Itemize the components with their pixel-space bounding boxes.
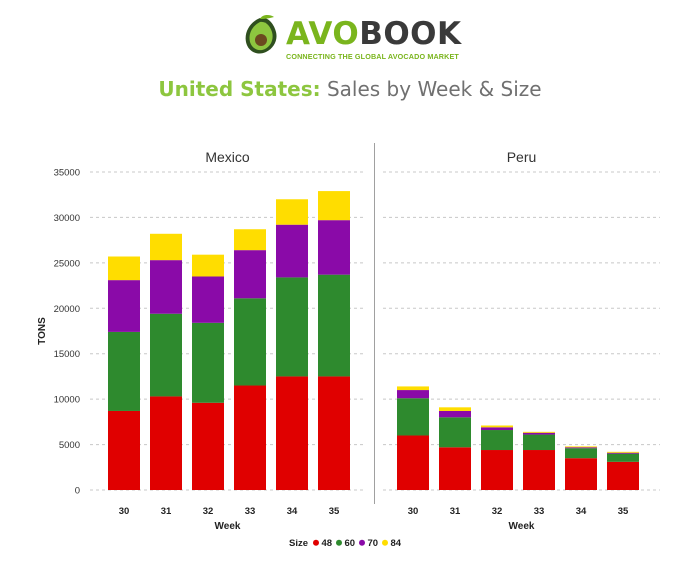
brand-wordmark: AVOBOOK xyxy=(286,17,462,51)
bar-segment xyxy=(439,447,471,490)
bar-segment xyxy=(150,396,182,490)
bar-segment xyxy=(565,446,597,448)
bar-segment xyxy=(192,402,224,490)
y-tick-label: 10000 xyxy=(54,395,80,406)
x-tick-label: 31 xyxy=(450,506,461,517)
bar-segment xyxy=(481,430,513,451)
bar-segment xyxy=(276,277,308,377)
brand-name-book: BOOK xyxy=(359,16,462,52)
bar-segment xyxy=(481,425,513,428)
legend-label: 60 xyxy=(345,538,356,549)
x-tick-label: 34 xyxy=(576,506,587,517)
bar-segment xyxy=(439,407,471,411)
x-tick-label: 32 xyxy=(203,506,214,517)
brand-tagline: CONNECTING THE GLOBAL AVOCADO MARKET xyxy=(286,52,459,61)
legend-swatch xyxy=(359,539,365,546)
panel-title: Mexico xyxy=(205,149,250,165)
bar-segment xyxy=(108,331,140,411)
panel-title: Peru xyxy=(507,149,537,165)
bar-segment xyxy=(318,191,350,221)
y-tick-label: 20000 xyxy=(54,304,80,315)
x-tick-label: 33 xyxy=(245,506,256,517)
legend-label: 70 xyxy=(368,538,379,549)
bar-segment xyxy=(150,260,182,314)
bar-segment xyxy=(481,450,513,490)
bar-segment xyxy=(397,435,429,490)
bar-segment xyxy=(607,453,639,462)
legend-swatch xyxy=(382,539,388,546)
title-rest: Sales by Week & Size xyxy=(320,77,542,101)
x-tick-label: 31 xyxy=(161,506,172,517)
legend-label: 48 xyxy=(322,538,333,549)
avobook-logo: AVOBOOK CONNECTING THE GLOBAL AVOCADO MA… xyxy=(240,14,462,62)
bar-segment xyxy=(108,256,140,281)
bar-segment xyxy=(192,254,224,277)
x-axis-label: Week xyxy=(215,521,241,532)
brand-name-avo: AVO xyxy=(286,16,360,52)
bar-segment xyxy=(523,434,555,451)
bar-segment xyxy=(150,233,182,261)
bar-segment xyxy=(234,298,266,386)
title-country: United States: xyxy=(158,77,321,101)
bar-segment xyxy=(318,376,350,490)
chart-title: United States: Sales by Week & Size xyxy=(0,77,700,101)
x-tick-label: 30 xyxy=(119,506,130,517)
bar-segment xyxy=(108,280,140,332)
bar-segment xyxy=(565,458,597,490)
bar-segment xyxy=(234,250,266,299)
legend-swatch xyxy=(336,539,342,546)
bar-segment xyxy=(565,448,597,459)
x-tick-label: 35 xyxy=(618,506,629,517)
bar-segment xyxy=(276,199,308,225)
legend-title: Size xyxy=(289,538,308,549)
avocado-icon xyxy=(245,14,277,54)
bar-segment xyxy=(439,417,471,448)
bar-segment xyxy=(192,322,224,403)
bar-segment xyxy=(439,410,471,418)
bar-segment xyxy=(607,452,639,454)
x-tick-label: 30 xyxy=(408,506,419,517)
y-tick-label: 25000 xyxy=(54,258,80,269)
x-axis-label: Week xyxy=(509,521,535,532)
bar-segment xyxy=(607,461,639,490)
y-tick-label: 15000 xyxy=(54,349,80,360)
bar-segment xyxy=(318,274,350,377)
bar-segment xyxy=(150,313,182,397)
x-tick-label: 34 xyxy=(287,506,298,517)
bar-segment xyxy=(565,447,597,449)
bar-segment xyxy=(523,431,555,433)
y-tick-label: 0 xyxy=(75,486,80,497)
x-tick-label: 35 xyxy=(329,506,340,517)
y-axis-label: TONS xyxy=(37,317,48,345)
bar-segment xyxy=(192,276,224,323)
bar-segment xyxy=(234,229,266,251)
bar-segment xyxy=(318,220,350,275)
legend-swatch xyxy=(313,539,319,546)
bar-segment xyxy=(481,427,513,431)
x-tick-label: 32 xyxy=(492,506,503,517)
y-tick-label: 30000 xyxy=(54,213,80,224)
bar-segment xyxy=(276,376,308,490)
y-tick-label: 5000 xyxy=(59,440,80,451)
bar-segment xyxy=(397,398,429,436)
x-tick-label: 33 xyxy=(534,506,545,517)
bar-segment xyxy=(397,390,429,399)
bar-segment xyxy=(276,224,308,278)
bar-segment xyxy=(607,451,639,453)
bar-segment xyxy=(234,385,266,490)
bar-segment xyxy=(523,432,555,435)
bar-segment xyxy=(523,450,555,490)
y-tick-label: 35000 xyxy=(54,168,80,179)
legend-label: 84 xyxy=(391,538,402,549)
bar-segment xyxy=(397,386,429,391)
bar-segment xyxy=(108,410,140,490)
